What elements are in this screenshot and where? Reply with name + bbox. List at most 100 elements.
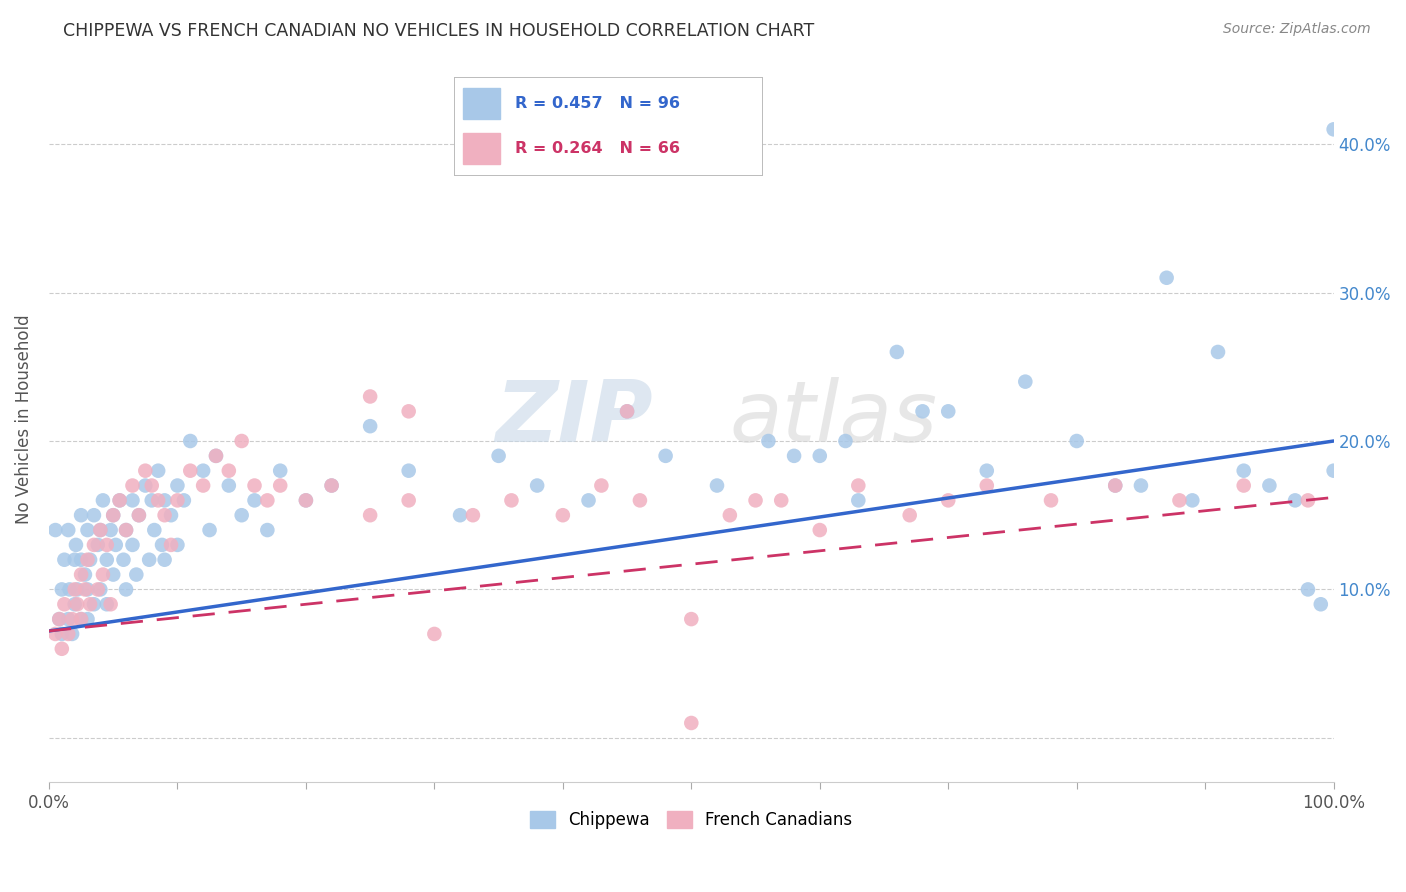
Point xyxy=(1258,478,1281,492)
Point xyxy=(591,478,613,492)
Point xyxy=(66,597,89,611)
Point xyxy=(153,553,176,567)
Point xyxy=(179,434,201,448)
Point xyxy=(79,553,101,567)
Point xyxy=(60,612,83,626)
Point xyxy=(128,508,150,523)
Point xyxy=(744,493,766,508)
Point xyxy=(231,508,253,523)
Point xyxy=(173,493,195,508)
Point xyxy=(218,464,240,478)
Point xyxy=(108,493,131,508)
Point xyxy=(911,404,934,418)
Point xyxy=(44,627,66,641)
Point xyxy=(218,478,240,492)
Point xyxy=(1104,478,1126,492)
Point xyxy=(70,612,93,626)
Point xyxy=(89,582,111,597)
Point xyxy=(1284,493,1306,508)
Point xyxy=(1323,464,1346,478)
Point xyxy=(65,538,87,552)
Point xyxy=(1296,582,1319,597)
Point xyxy=(616,404,638,418)
Point xyxy=(51,627,73,641)
Point xyxy=(63,582,86,597)
Point xyxy=(1040,493,1063,508)
Point xyxy=(898,508,921,523)
Point xyxy=(83,508,105,523)
Point xyxy=(112,553,135,567)
Point xyxy=(138,553,160,567)
Point xyxy=(179,464,201,478)
Point xyxy=(256,493,278,508)
Point xyxy=(191,464,214,478)
Point xyxy=(166,538,188,552)
Point xyxy=(976,478,998,492)
Point xyxy=(150,538,173,552)
Point xyxy=(231,434,253,448)
Point xyxy=(501,493,523,508)
Point xyxy=(141,493,163,508)
Point xyxy=(1233,464,1256,478)
Point xyxy=(616,404,638,418)
Point xyxy=(191,478,214,492)
Point xyxy=(886,345,908,359)
Point xyxy=(1233,478,1256,492)
Point xyxy=(295,493,318,508)
Point xyxy=(58,523,80,537)
Text: CHIPPEWA VS FRENCH CANADIAN NO VEHICLES IN HOUSEHOLD CORRELATION CHART: CHIPPEWA VS FRENCH CANADIAN NO VEHICLES … xyxy=(63,22,814,40)
Point xyxy=(936,404,959,418)
Point xyxy=(160,538,183,552)
Point xyxy=(115,582,138,597)
Point xyxy=(70,612,93,626)
Point xyxy=(1296,493,1319,508)
Point xyxy=(243,493,266,508)
Point xyxy=(66,582,89,597)
Point xyxy=(89,523,111,537)
Point xyxy=(359,419,381,434)
Point xyxy=(153,508,176,523)
Point xyxy=(63,597,86,611)
Point xyxy=(461,508,484,523)
Point xyxy=(198,523,221,537)
Point xyxy=(100,597,122,611)
Point xyxy=(89,523,111,537)
Point xyxy=(1168,493,1191,508)
Point xyxy=(706,478,728,492)
Point xyxy=(783,449,806,463)
Point xyxy=(718,508,741,523)
Point xyxy=(87,538,110,552)
Point xyxy=(449,508,471,523)
Point xyxy=(1323,122,1346,136)
Point xyxy=(1129,478,1152,492)
Point xyxy=(398,464,420,478)
Point xyxy=(87,582,110,597)
Point xyxy=(108,493,131,508)
Point xyxy=(58,612,80,626)
Point xyxy=(44,523,66,537)
Point xyxy=(134,478,156,492)
Point xyxy=(91,567,114,582)
Point xyxy=(295,493,318,508)
Point xyxy=(76,612,98,626)
Point xyxy=(321,478,343,492)
Point xyxy=(70,553,93,567)
Point xyxy=(166,478,188,492)
Point xyxy=(359,389,381,403)
Point xyxy=(1156,270,1178,285)
Point xyxy=(628,493,651,508)
Point xyxy=(160,508,183,523)
Point xyxy=(936,493,959,508)
Point xyxy=(321,478,343,492)
Point xyxy=(758,434,780,448)
Point xyxy=(51,641,73,656)
Point xyxy=(70,567,93,582)
Point xyxy=(808,523,831,537)
Point xyxy=(83,597,105,611)
Text: Source: ZipAtlas.com: Source: ZipAtlas.com xyxy=(1223,22,1371,37)
Point xyxy=(423,627,446,641)
Point xyxy=(103,508,125,523)
Point xyxy=(60,627,83,641)
Point xyxy=(526,478,548,492)
Point xyxy=(153,493,176,508)
